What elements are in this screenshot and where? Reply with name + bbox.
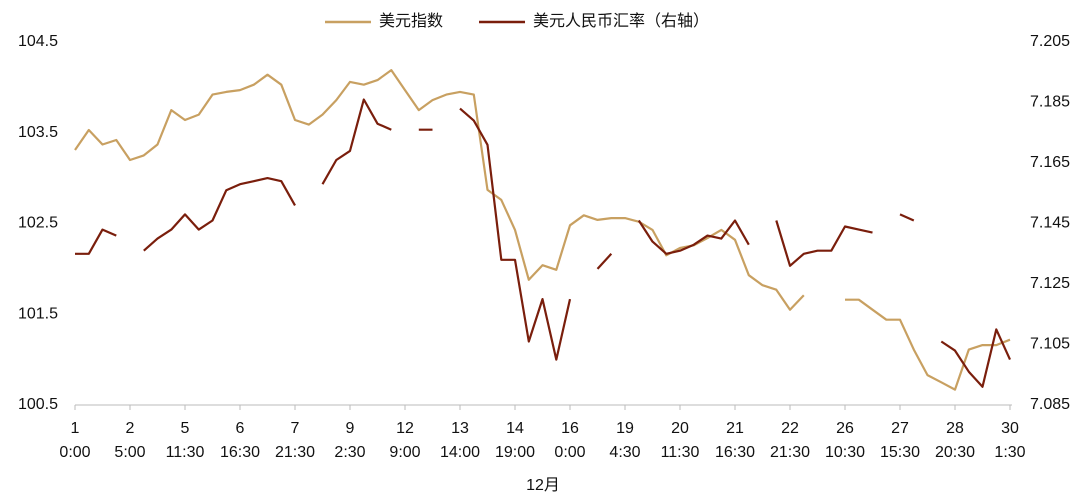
- x-tick-label: 20: [671, 420, 689, 437]
- x-tick-label: 21: [726, 420, 744, 437]
- y-tick-label: 102.5: [18, 215, 58, 232]
- x-tick-label: 11:30: [166, 444, 205, 461]
- y-tick-label: 101.5: [18, 305, 58, 322]
- x-tick-label: 12: [396, 420, 414, 437]
- x-tick-label: 2: [126, 420, 135, 437]
- y2-tick-label: 7.205: [1030, 33, 1070, 50]
- x-tick-label: 1:30: [994, 444, 1025, 461]
- x-tick-label: 5:00: [114, 444, 145, 461]
- x-tick-label: 0:00: [59, 444, 90, 461]
- x-tick-label: 15:30: [880, 444, 920, 461]
- y2-tick-label: 7.185: [1030, 94, 1070, 111]
- x-tick-label: 16: [561, 420, 579, 437]
- y2-tick-label: 7.165: [1030, 154, 1070, 171]
- x-tick-label: 6: [236, 420, 245, 437]
- series-line: [74, 69, 1011, 391]
- x-tick-label: 2:30: [334, 444, 365, 461]
- x-tick-label: 14:00: [440, 444, 480, 461]
- y2-tick-label: 7.125: [1030, 275, 1070, 292]
- x-tick-label: 21:30: [770, 444, 810, 461]
- y-tick-label: 103.5: [18, 124, 58, 141]
- x-tick-label: 1: [71, 420, 80, 437]
- x-tick-label: 9: [346, 420, 355, 437]
- y2-tick-label: 7.105: [1030, 336, 1070, 353]
- x-axis-label: 12月: [526, 477, 560, 494]
- legend-label: 美元人民币汇率（右轴）: [533, 12, 709, 30]
- x-tick-label: 13: [451, 420, 469, 437]
- x-tick-label: 20:30: [935, 444, 975, 461]
- y-tick-label: 100.5: [18, 396, 58, 413]
- y2-tick-label: 7.145: [1030, 215, 1070, 232]
- x-tick-label: 27: [891, 420, 909, 437]
- x-tick-label: 10:30: [825, 444, 865, 461]
- x-tick-label: 26: [836, 420, 854, 437]
- x-tick-label: 5: [181, 420, 190, 437]
- x-tick-label: 16:30: [715, 444, 755, 461]
- x-tick-label: 19:00: [495, 444, 535, 461]
- x-tick-label: 14: [506, 420, 524, 437]
- y-tick-label: 104.5: [18, 33, 58, 50]
- x-tick-label: 16:30: [220, 444, 260, 461]
- series-line: [75, 98, 1012, 388]
- x-tick-label: 21:30: [275, 444, 315, 461]
- legend-label: 美元指数: [379, 12, 443, 30]
- x-tick-label: 7: [291, 420, 300, 437]
- x-tick-label: 4:30: [609, 444, 640, 461]
- x-tick-label: 30: [1001, 420, 1019, 437]
- x-tick-label: 11:30: [661, 444, 700, 461]
- x-tick-label: 28: [946, 420, 964, 437]
- y2-tick-label: 7.085: [1030, 396, 1070, 413]
- x-tick-label: 19: [616, 420, 634, 437]
- x-tick-label: 9:00: [389, 444, 420, 461]
- x-tick-label: 0:00: [554, 444, 585, 461]
- x-tick-label: 22: [781, 420, 799, 437]
